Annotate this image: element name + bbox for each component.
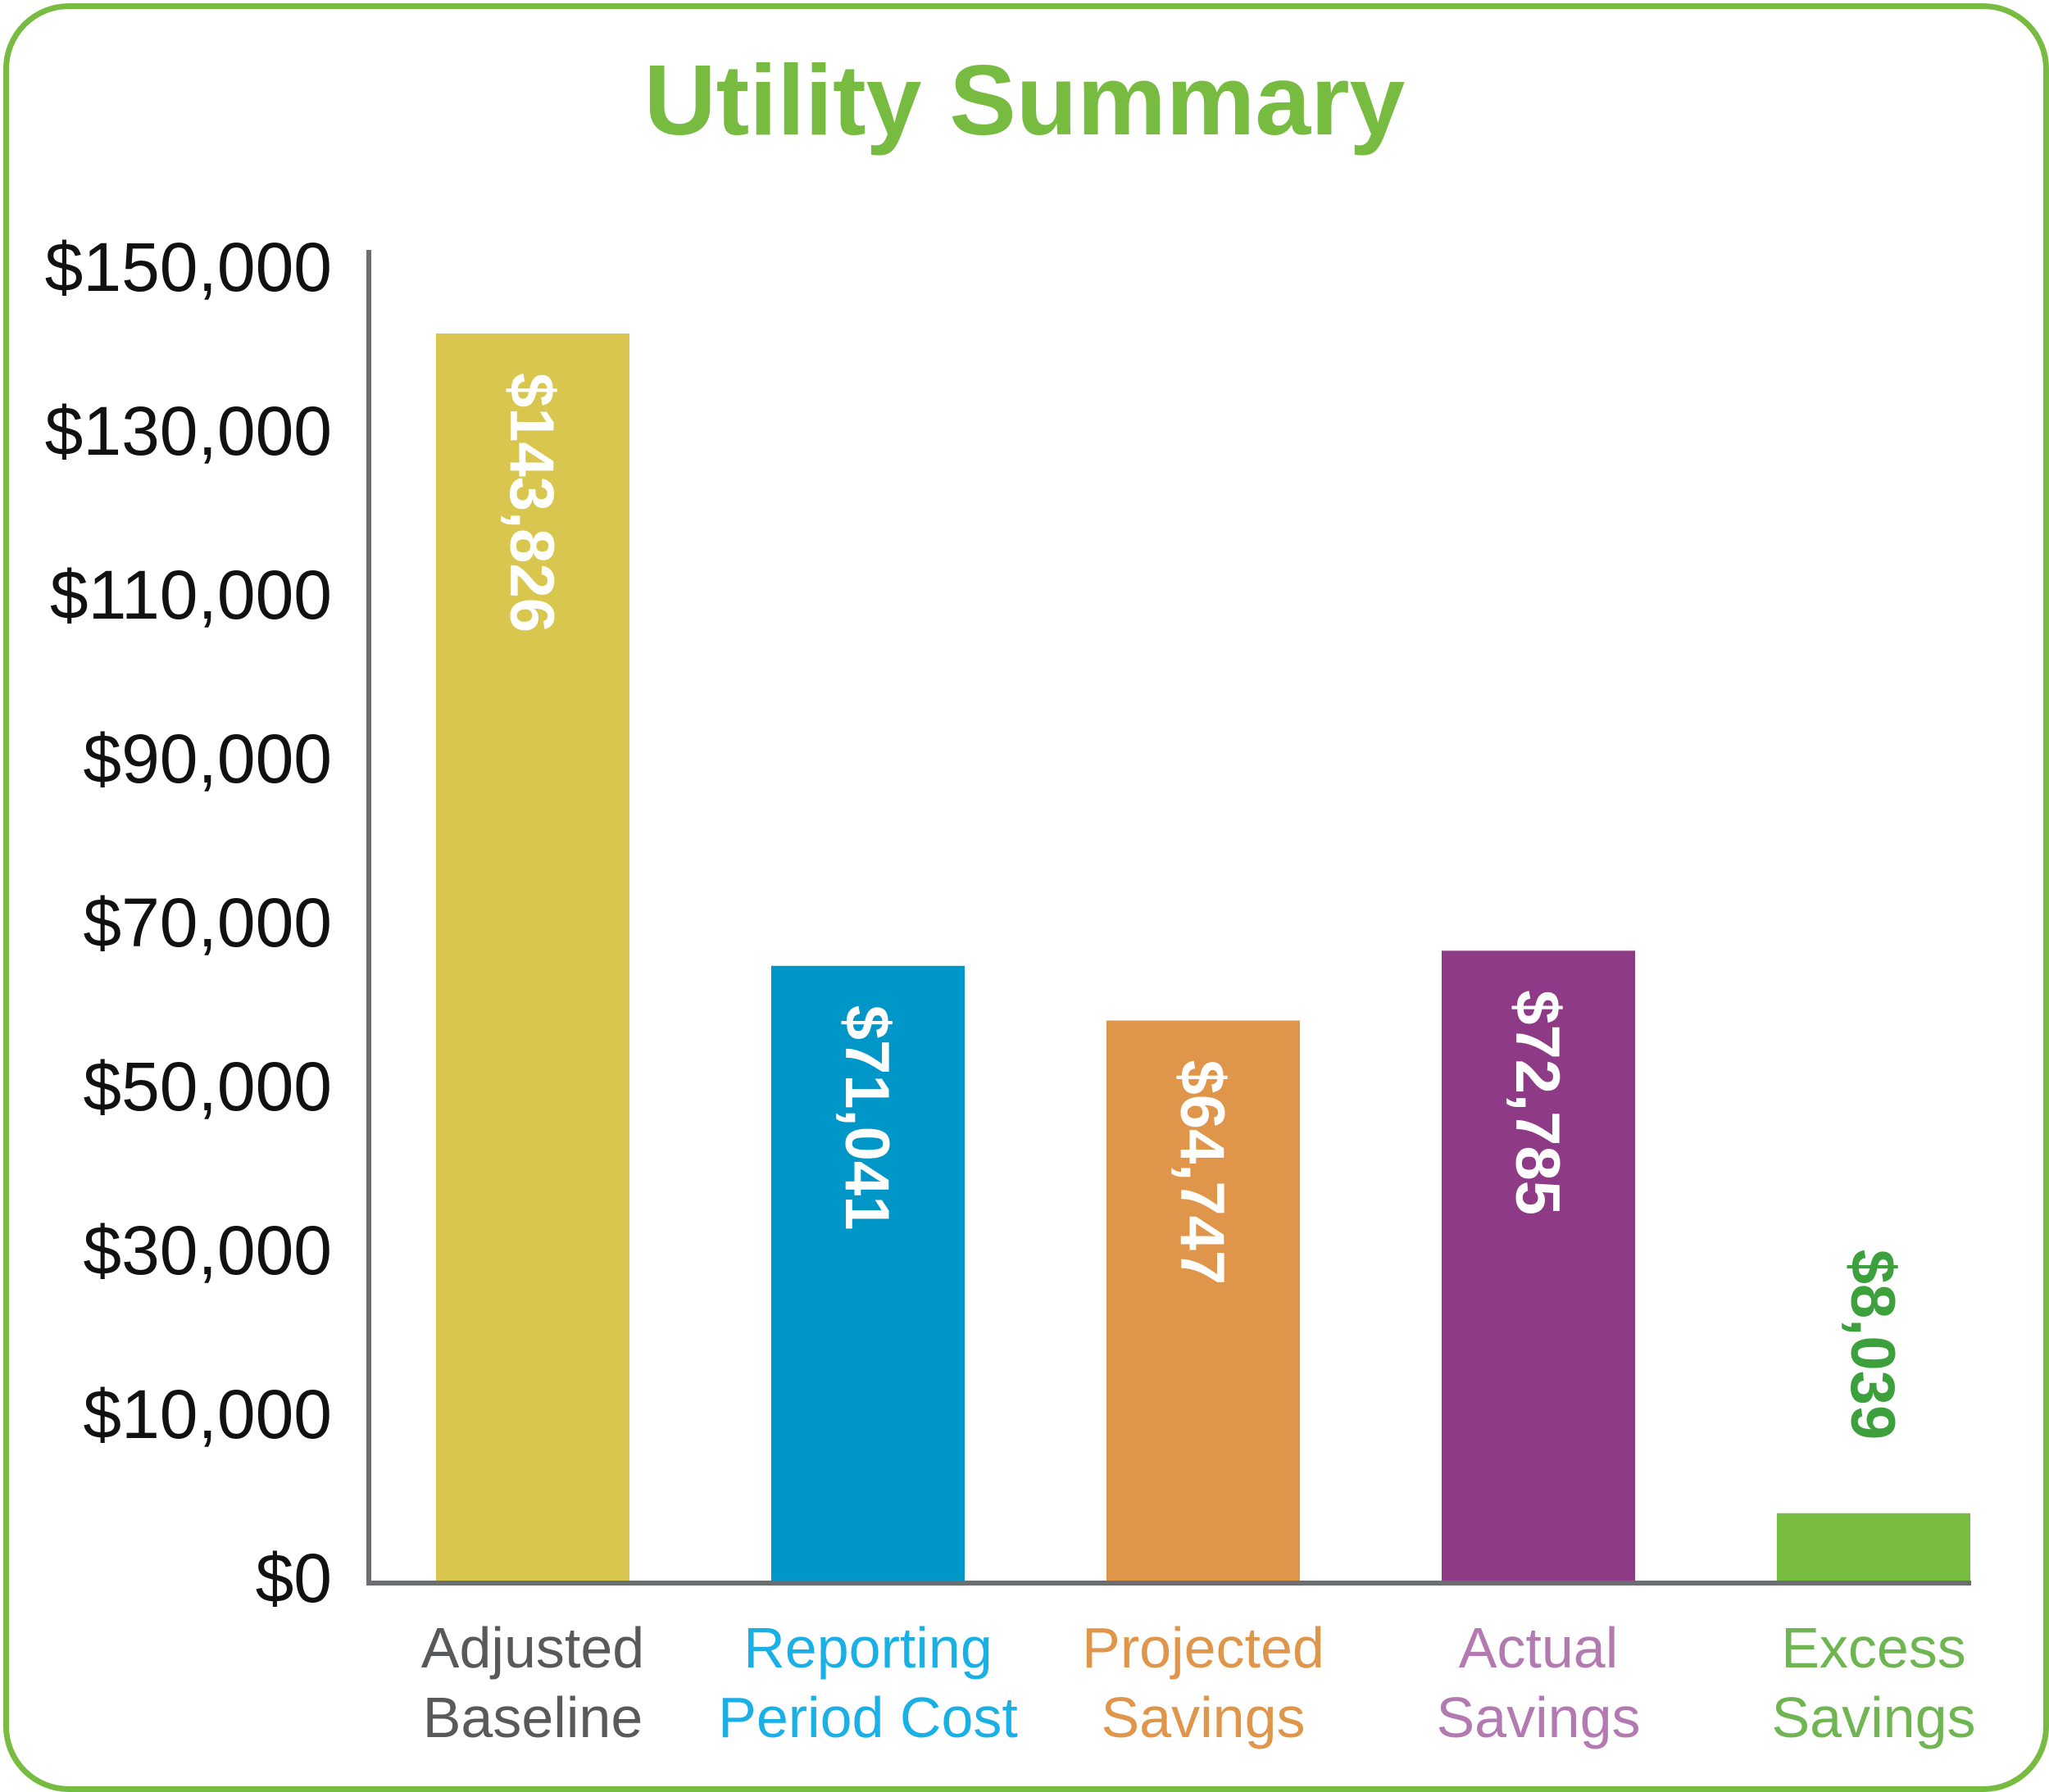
category-label: Savings	[1436, 1685, 1640, 1749]
y-tick-label: $50,000	[83, 1048, 332, 1125]
y-tick-label: $150,000	[45, 229, 332, 306]
category-label: Savings	[1101, 1685, 1305, 1749]
bar	[1442, 950, 1635, 1583]
bar-data-label: $72,785	[1502, 990, 1572, 1215]
y-tick-label: $0	[256, 1540, 332, 1617]
y-tick-label: $30,000	[83, 1212, 332, 1289]
bar	[1106, 1020, 1300, 1583]
chart-frame	[3, 3, 2049, 1792]
bar	[1777, 1513, 1970, 1583]
y-tick-label: $70,000	[83, 884, 332, 961]
bar	[771, 965, 965, 1583]
category-label: Savings	[1771, 1685, 1975, 1749]
bar-data-label: $71,041	[832, 1005, 902, 1231]
bar-data-label: $143,826	[497, 373, 566, 633]
category-label: Actual	[1459, 1616, 1619, 1680]
bar-data-label: $8,039	[1838, 1250, 1907, 1440]
category-label: Excess	[1781, 1616, 1966, 1680]
chart-title: Utility Summary	[643, 44, 1406, 156]
bar	[436, 333, 629, 1583]
y-tick-label: $90,000	[83, 720, 332, 797]
bars-group	[436, 333, 1970, 1583]
category-label: Period Cost	[718, 1685, 1018, 1749]
bar-data-label: $64,747	[1167, 1059, 1237, 1285]
y-tick-label: $110,000	[50, 556, 332, 633]
y-tick-label: $10,000	[83, 1376, 332, 1453]
data-labels-group: $143,826 $71,041 $64,747 $72,785 $8,039	[497, 373, 1907, 1440]
y-axis-ticks: $0 $10,000 $30,000 $50,000 $70,000 $90,000 $11…	[45, 229, 332, 1617]
category-label: Projected	[1082, 1616, 1324, 1680]
y-tick-label: $130,000	[45, 392, 332, 470]
category-label: Baseline	[423, 1685, 643, 1749]
category-label: Reporting	[743, 1616, 993, 1680]
category-label: Adjusted	[421, 1616, 644, 1680]
